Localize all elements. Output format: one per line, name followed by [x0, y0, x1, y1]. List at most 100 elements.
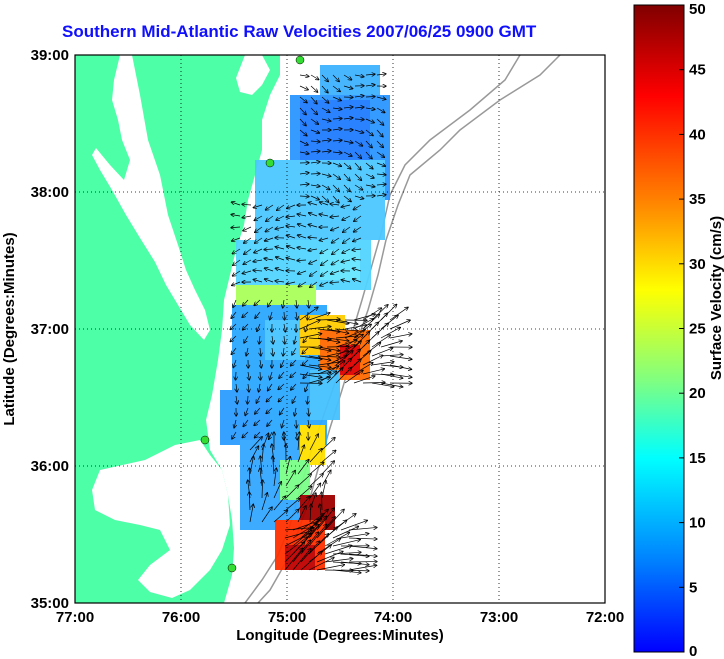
velocity-arrow	[376, 184, 386, 185]
velocity-arrow	[344, 325, 367, 330]
velocity-arrow	[332, 195, 339, 203]
velocity-arrow	[248, 371, 249, 380]
colorbar	[633, 4, 685, 653]
velocity-arrow	[362, 308, 382, 321]
velocity-arrow	[273, 468, 276, 487]
velocity-arrow	[253, 260, 263, 262]
velocity-arrow	[365, 129, 373, 136]
velocity-arrow	[310, 129, 319, 133]
velocity-arrow	[273, 510, 288, 523]
velocity-arrow	[389, 334, 412, 339]
x-tick-label: 77:00	[56, 609, 94, 626]
colorbar-tick-label: 30	[689, 256, 706, 273]
velocity-arrow	[253, 205, 263, 208]
velocity-arrow	[365, 108, 375, 109]
velocity-arrow	[266, 407, 273, 413]
velocity-arrow	[365, 118, 374, 123]
velocity-arrow	[297, 214, 307, 216]
velocity-arrow	[235, 371, 236, 380]
velocity-arrow	[321, 461, 334, 475]
velocity-arrow	[332, 162, 341, 166]
velocity-arrow	[310, 85, 318, 92]
plot-frame	[74, 54, 606, 604]
velocity-arrow	[244, 237, 252, 243]
x-tick-label: 73:00	[480, 609, 518, 626]
velocity-arrow	[299, 320, 320, 330]
velocity-arrow	[343, 184, 350, 192]
velocity-arrow	[296, 299, 297, 308]
velocity-arrow	[292, 347, 297, 355]
velocity-arrow	[297, 247, 307, 249]
velocity-arrow	[348, 553, 377, 556]
velocity-arrow	[233, 359, 236, 368]
velocity-arrow	[308, 364, 331, 367]
velocity-arrow	[242, 204, 252, 205]
velocity-arrow	[316, 565, 344, 571]
velocity-arrow	[354, 129, 364, 133]
velocity-arrow	[232, 237, 241, 241]
velocity-arrow	[389, 307, 408, 321]
velocity-arrow	[285, 498, 300, 511]
velocity-arrow	[365, 151, 372, 159]
velocity-arrow	[299, 184, 309, 185]
velocity-arrow	[326, 368, 343, 384]
velocity-arrow	[332, 552, 361, 554]
y-tick-label: 37:00	[31, 321, 69, 338]
velocity-arrow	[353, 319, 373, 330]
velocity-arrow	[309, 213, 318, 217]
velocity-arrow	[332, 74, 339, 82]
station-marker	[295, 55, 305, 65]
y-tick-label: 36:00	[31, 458, 69, 475]
velocity-arrow	[308, 545, 331, 563]
velocity-arrow	[344, 334, 363, 348]
velocity-arrow	[254, 431, 261, 438]
velocity-arrow	[234, 419, 236, 428]
velocity-arrow	[365, 74, 375, 75]
delaware-bay-water	[236, 55, 270, 95]
velocity-arrow	[268, 299, 273, 307]
velocity-arrow	[299, 140, 308, 145]
velocity-arrow	[259, 383, 260, 392]
velocity-arrow	[309, 474, 323, 487]
velocity-arrow	[354, 140, 363, 146]
velocity-arrow	[326, 337, 349, 341]
velocity-arrow	[308, 419, 309, 428]
velocity-arrow	[265, 279, 274, 283]
velocity-arrow	[348, 565, 377, 571]
velocity-arrow	[308, 516, 327, 539]
velocity-arrow	[309, 483, 320, 499]
velocity-arrow	[380, 373, 403, 378]
velocity-arrow	[371, 348, 393, 357]
colorbar-tick-label: 0	[689, 643, 697, 659]
velocity-arrow	[299, 355, 322, 359]
velocity-arrow	[308, 377, 330, 384]
velocity-arrow	[308, 249, 318, 251]
velocity-arrow	[332, 569, 361, 573]
velocity-arrow	[365, 140, 372, 148]
velocity-arrow	[308, 224, 318, 227]
velocity-arrow	[330, 204, 340, 205]
colorbar-tick-label: 20	[689, 385, 706, 402]
velocity-arrow	[273, 482, 281, 499]
velocity-arrow	[296, 431, 297, 440]
velocity-arrow	[297, 460, 309, 475]
velocity-arrow	[246, 347, 248, 356]
colorbar-tick-label: 50	[689, 1, 706, 18]
velocity-arrow	[292, 528, 314, 547]
velocity-arrow	[242, 216, 252, 218]
velocity-arrow	[287, 246, 296, 250]
velocity-arrow	[317, 371, 337, 384]
velocity-arrow	[243, 299, 249, 306]
velocity-arrow	[317, 328, 340, 332]
velocity-arrow	[353, 226, 362, 232]
velocity-arrow	[348, 527, 377, 531]
velocity-arrow	[264, 258, 274, 260]
velocity-arrow	[353, 363, 373, 375]
velocity-arrow	[308, 338, 331, 340]
velocity-arrow	[282, 419, 284, 428]
velocity-arrow	[354, 96, 364, 97]
velocity-arrow	[353, 279, 362, 283]
velocity-arrow	[297, 445, 304, 463]
colorbar-tick-label: 10	[689, 515, 706, 532]
